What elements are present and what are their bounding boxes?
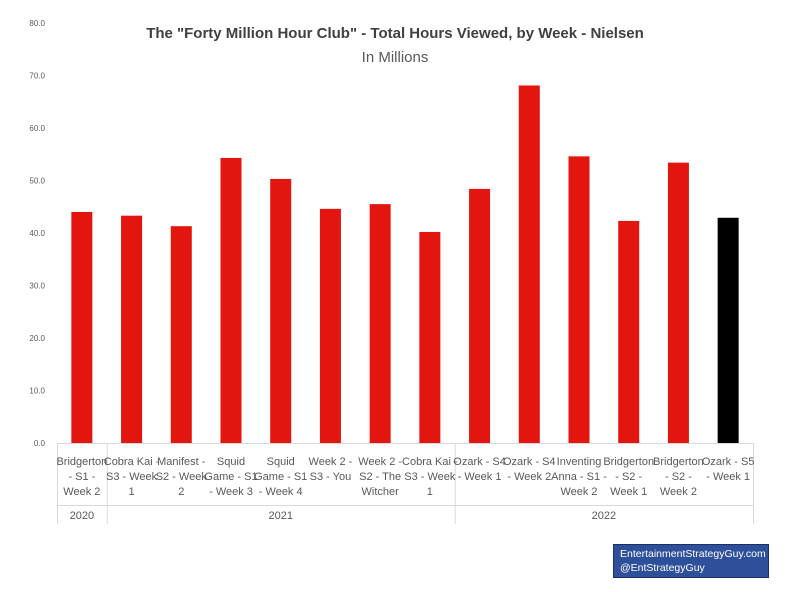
x-tick-label-line: Manifest -: [157, 456, 206, 468]
x-tick-label-line: S3 - You: [310, 471, 352, 483]
x-tick-label: Week 2 - S2 - The Witcher: [358, 456, 402, 498]
bar: [618, 220, 640, 443]
x-tick-label-line: Witcher: [362, 486, 400, 498]
x-tick-label: Ozark - S4 - Week 2: [503, 456, 556, 483]
y-tick-label: 0.0: [34, 439, 46, 448]
bar: [469, 188, 491, 443]
x-tick-label: Ozark - S5 - Week 1: [702, 456, 755, 483]
bar: [568, 156, 590, 443]
x-tick-label-line: Bridgerton: [603, 456, 654, 468]
x-tick-label-line: S3 - Week: [404, 471, 456, 483]
y-tick-label: 10.0: [29, 387, 45, 396]
y-tick-label: 80.0: [29, 19, 45, 28]
x-tick-label-line: - Week 1: [458, 471, 502, 483]
bar: [270, 178, 292, 444]
x-tick-label-line: Anna - S1 -: [551, 471, 607, 483]
y-tick-label: 20.0: [29, 334, 45, 343]
x-tick-label: Cobra Kai - S3 - Week 1: [402, 456, 458, 498]
x-tick-label-line: Cobra Kai -: [104, 456, 160, 468]
y-tick-label: 60.0: [29, 124, 45, 133]
x-tick-label-line: Bridgerton: [653, 456, 704, 468]
bar: [71, 212, 93, 443]
x-tick-label-line: Squid: [267, 456, 295, 468]
x-tick-label-line: Game - S1: [254, 471, 307, 483]
x-tick-label-line: - S2 -: [665, 471, 692, 483]
x-tick-label-line: Bridgerton: [56, 456, 107, 468]
x-tick-label: Cobra Kai - S3 - Week 1: [104, 456, 160, 498]
x-tick-label-line: Week 1: [610, 486, 647, 498]
x-tick-label-line: S3 - Week: [106, 471, 158, 483]
x-tick-label-line: - Week 4: [259, 486, 303, 498]
x-tick-label-line: S2 - The: [359, 471, 401, 483]
x-tick-label: Bridgerton - S2 - Week 1: [603, 456, 654, 498]
x-tick-label-line: Week 2 -: [309, 456, 353, 468]
bars: [71, 85, 739, 444]
y-axis: 0.0 10.0 20.0 30.0 40.0 50.0 60.0 70.0 80.0: [29, 19, 45, 448]
bar: [419, 231, 441, 443]
x-tick-label: Ozark - S4 - Week 1: [453, 456, 506, 483]
x-tick-label-line: 2: [178, 486, 184, 498]
x-tick-label-line: Inventing: [557, 456, 602, 468]
x-tick-label-line: Squid: [217, 456, 245, 468]
x-tick-label-line: 1: [427, 486, 433, 498]
x-tick-label: Squid Game - S1 - Week 3: [204, 456, 257, 498]
bar: [369, 204, 391, 443]
chart-subtitle: In Millions: [362, 49, 429, 66]
x-tick-label-line: - S1 -: [68, 471, 95, 483]
bar: [121, 215, 143, 443]
x-tick-label: Week 2 - S3 - You: [309, 456, 353, 483]
x-tick-label-line: Ozark - S5: [702, 456, 755, 468]
bar: [717, 217, 739, 443]
x-tick-label-line: Cobra Kai -: [402, 456, 458, 468]
x-tick-label-line: 1: [129, 486, 135, 498]
y-tick-label: 50.0: [29, 177, 45, 186]
x-tick-label: Squid Game - S1 - Week 4: [254, 456, 307, 498]
x-tick-label: Bridgerton - S2 - Week 2: [653, 456, 704, 498]
y-tick-label: 70.0: [29, 72, 45, 81]
y-tick-label: 30.0: [29, 282, 45, 291]
bar: [170, 226, 192, 443]
x-tick-label: Inventing Anna - S1 - Week 2: [551, 456, 607, 498]
chart-title: The "Forty Million Hour Club" - Total Ho…: [146, 25, 644, 42]
year-group-label: 2020: [70, 510, 94, 522]
x-tick-label-line: - Week 2: [507, 471, 551, 483]
x-tick-label-line: S2 - Week: [156, 471, 208, 483]
x-tick-label-line: - Week 3: [209, 486, 253, 498]
watermark-handle: @EntStrategyGuy: [620, 562, 705, 574]
x-tick-label-line: Week 2: [63, 486, 100, 498]
bar: [220, 157, 242, 444]
y-tick-label: 40.0: [29, 229, 45, 238]
bar: [319, 208, 341, 443]
x-tick-label-line: Ozark - S4: [453, 456, 506, 468]
x-tick-label-line: Ozark - S4: [503, 456, 556, 468]
watermark: EntertainmentStrategyGuy.com @EntStrateg…: [613, 544, 769, 578]
x-tick-label: Manifest - S2 - Week 2: [156, 456, 208, 498]
x-tick-label-line: - Week 1: [706, 471, 750, 483]
x-tick-label-line: Week 2: [660, 486, 697, 498]
year-group-label: 2022: [592, 510, 616, 522]
x-tick-label: Bridgerton - S1 - Week 2: [56, 456, 107, 498]
x-tick-label-line: Week 2 -: [358, 456, 402, 468]
year-group-label: 2021: [268, 510, 292, 522]
x-tick-label-line: Game - S1: [204, 471, 257, 483]
x-tick-label-line: Week 2: [560, 486, 597, 498]
watermark-site: EntertainmentStrategyGuy.com: [620, 548, 766, 560]
bar: [667, 162, 689, 443]
x-axis: Bridgerton - S1 - Week 2 Cobra Kai - S3 - We…: [56, 443, 754, 524]
bar: [518, 85, 540, 443]
x-tick-label-line: - S2 -: [615, 471, 642, 483]
